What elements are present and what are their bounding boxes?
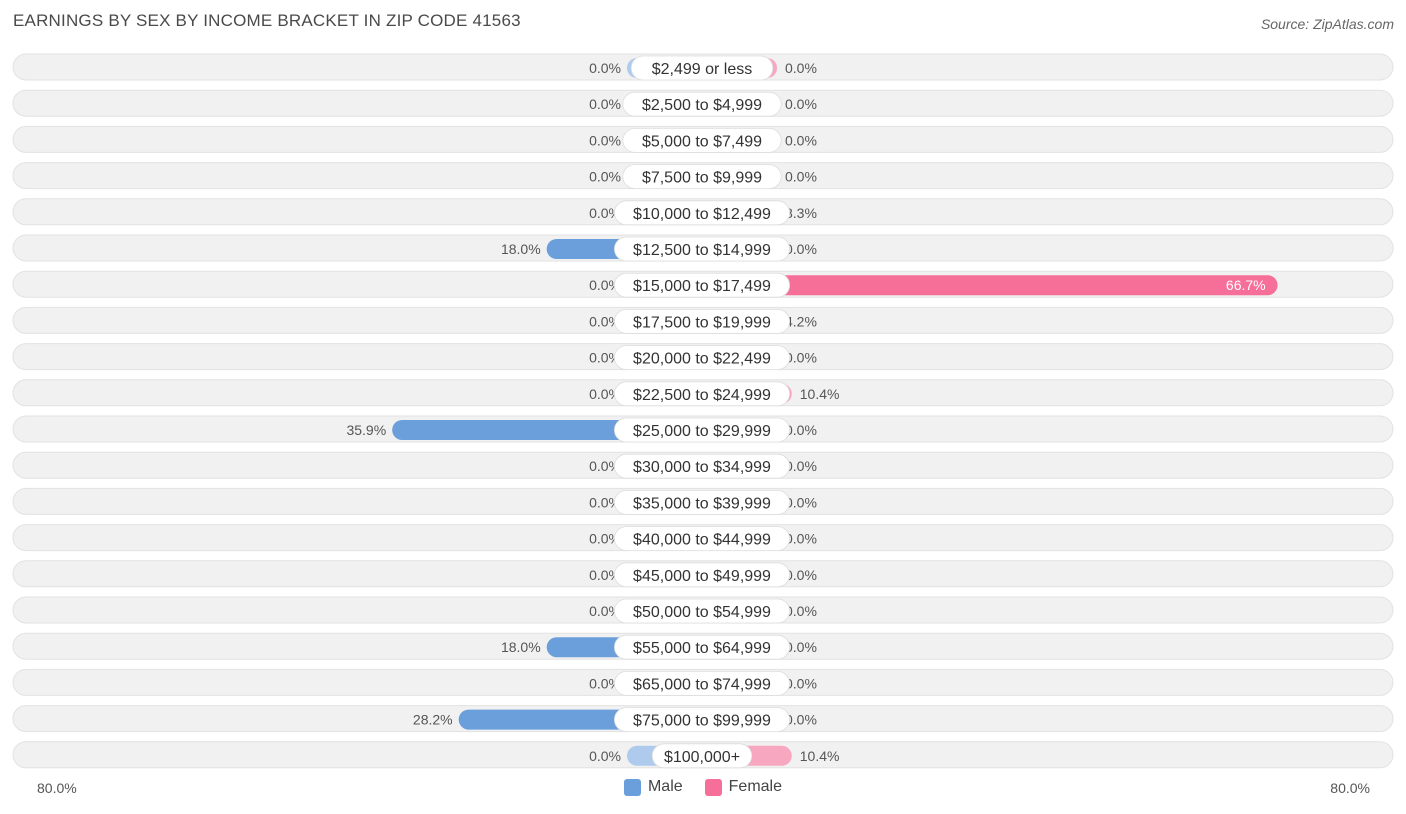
female-value-label: 0.0% — [785, 422, 817, 438]
category-label: $20,000 to $22,499 — [633, 351, 771, 368]
category-pill — [622, 164, 782, 190]
category-label: $2,500 to $4,999 — [642, 97, 762, 114]
legend: Male Female — [0, 778, 1406, 796]
male-value-label: 0.0% — [589, 675, 621, 691]
male-value-label: 0.0% — [589, 350, 621, 366]
category-label: $22,500 to $24,999 — [633, 387, 771, 404]
male-value-label: 0.0% — [589, 60, 621, 76]
category-label: $10,000 to $12,499 — [633, 206, 771, 223]
male-value-label: 0.0% — [589, 567, 621, 583]
female-value-label: 0.0% — [785, 531, 817, 547]
female-bar — [702, 275, 1278, 296]
legend-label-female: Female — [728, 778, 783, 795]
male-value-label: 0.0% — [589, 132, 621, 148]
category-pill — [614, 345, 791, 371]
male-value-label: 0.0% — [589, 494, 621, 510]
source-note: Source: ZipAtlas.com — [1260, 16, 1394, 32]
female-value-label: 0.0% — [785, 494, 817, 510]
female-value-label: 0.0% — [785, 241, 817, 257]
female-value-label: 0.0% — [785, 675, 817, 691]
category-label: $55,000 to $64,999 — [633, 640, 771, 657]
legend-label-male: Male — [647, 778, 683, 795]
legend-item-male[interactable]: Male — [623, 778, 683, 796]
category-pill — [614, 308, 791, 334]
category-pill — [614, 236, 791, 262]
category-pill — [614, 526, 791, 551]
category-label: $2,499 or less — [652, 61, 753, 78]
category-pill — [614, 453, 791, 479]
female-value-label: 0.0% — [785, 350, 817, 366]
category-label: $30,000 to $34,999 — [633, 459, 771, 476]
category-pill — [622, 127, 782, 153]
female-value-label: 0.0% — [785, 603, 817, 619]
category-label: $15,000 to $17,499 — [633, 278, 771, 295]
category-label: $7,500 to $9,999 — [642, 170, 762, 187]
category-pill — [614, 417, 791, 443]
male-value-label: 0.0% — [589, 386, 621, 402]
male-value-label: 0.0% — [589, 205, 621, 221]
male-value-label: 18.0% — [501, 639, 541, 655]
chart-title: EARNINGS BY SEX BY INCOME BRACKET IN ZIP… — [13, 11, 521, 30]
category-label: $50,000 to $54,999 — [633, 604, 771, 621]
female-value-label: 0.0% — [785, 169, 817, 185]
male-value-label: 0.0% — [589, 748, 621, 764]
category-label: $5,000 to $7,499 — [642, 133, 762, 150]
male-value-label: 0.0% — [589, 169, 621, 185]
male-value-label: 0.0% — [589, 458, 621, 474]
category-pill — [614, 272, 791, 298]
category-pill — [614, 562, 791, 588]
female-value-label: 0.0% — [785, 567, 817, 583]
legend-item-female[interactable]: Female — [704, 778, 783, 796]
category-pill — [614, 489, 791, 515]
category-pill — [614, 598, 791, 624]
male-value-label: 0.0% — [589, 603, 621, 619]
category-label: $45,000 to $49,999 — [633, 568, 771, 585]
female-value-label: 10.4% — [800, 748, 840, 764]
female-value-label: 8.3% — [785, 205, 817, 221]
female-value-label: 10.4% — [800, 386, 840, 402]
male-value-label: 18.0% — [501, 241, 541, 257]
category-label: $12,500 to $14,999 — [633, 242, 771, 259]
category-pill — [651, 743, 753, 769]
legend-swatch-female — [704, 778, 722, 796]
male-value-label: 0.0% — [589, 277, 621, 293]
category-label: $35,000 to $39,999 — [633, 495, 771, 512]
category-label: $40,000 to $44,999 — [633, 532, 771, 549]
category-pill — [614, 671, 791, 696]
category-label: $75,000 to $99,999 — [633, 713, 771, 730]
female-value-label: 0.0% — [785, 458, 817, 474]
female-value-label: 4.2% — [785, 313, 817, 329]
category-label: $100,000+ — [664, 749, 740, 766]
female-value-label: 0.0% — [785, 639, 817, 655]
category-label: $17,500 to $19,999 — [633, 314, 771, 331]
category-label: $25,000 to $29,999 — [633, 423, 771, 440]
female-value-label: 0.0% — [785, 712, 817, 728]
category-pill — [630, 55, 774, 81]
male-value-label: 35.9% — [346, 422, 386, 438]
category-pill — [614, 634, 791, 660]
category-pill — [614, 200, 791, 226]
axis-min-label: 80.0% — [37, 780, 77, 796]
male-value-label: 0.0% — [589, 313, 621, 329]
category-label: $65,000 to $74,999 — [633, 676, 771, 693]
male-value-label: 0.0% — [589, 96, 621, 112]
category-pill — [622, 91, 782, 117]
female-value-label: 0.0% — [785, 96, 817, 112]
female-value-label: 0.0% — [785, 60, 817, 76]
male-value-label: 28.2% — [413, 712, 453, 728]
category-pill — [614, 381, 791, 407]
male-value-label: 0.0% — [589, 531, 621, 547]
category-pill — [614, 707, 791, 732]
female-value-label: 0.0% — [785, 132, 817, 148]
female-value-label: 66.7% — [1226, 277, 1266, 293]
legend-swatch-male — [623, 778, 641, 796]
axis-max-label: 80.0% — [1330, 780, 1370, 796]
